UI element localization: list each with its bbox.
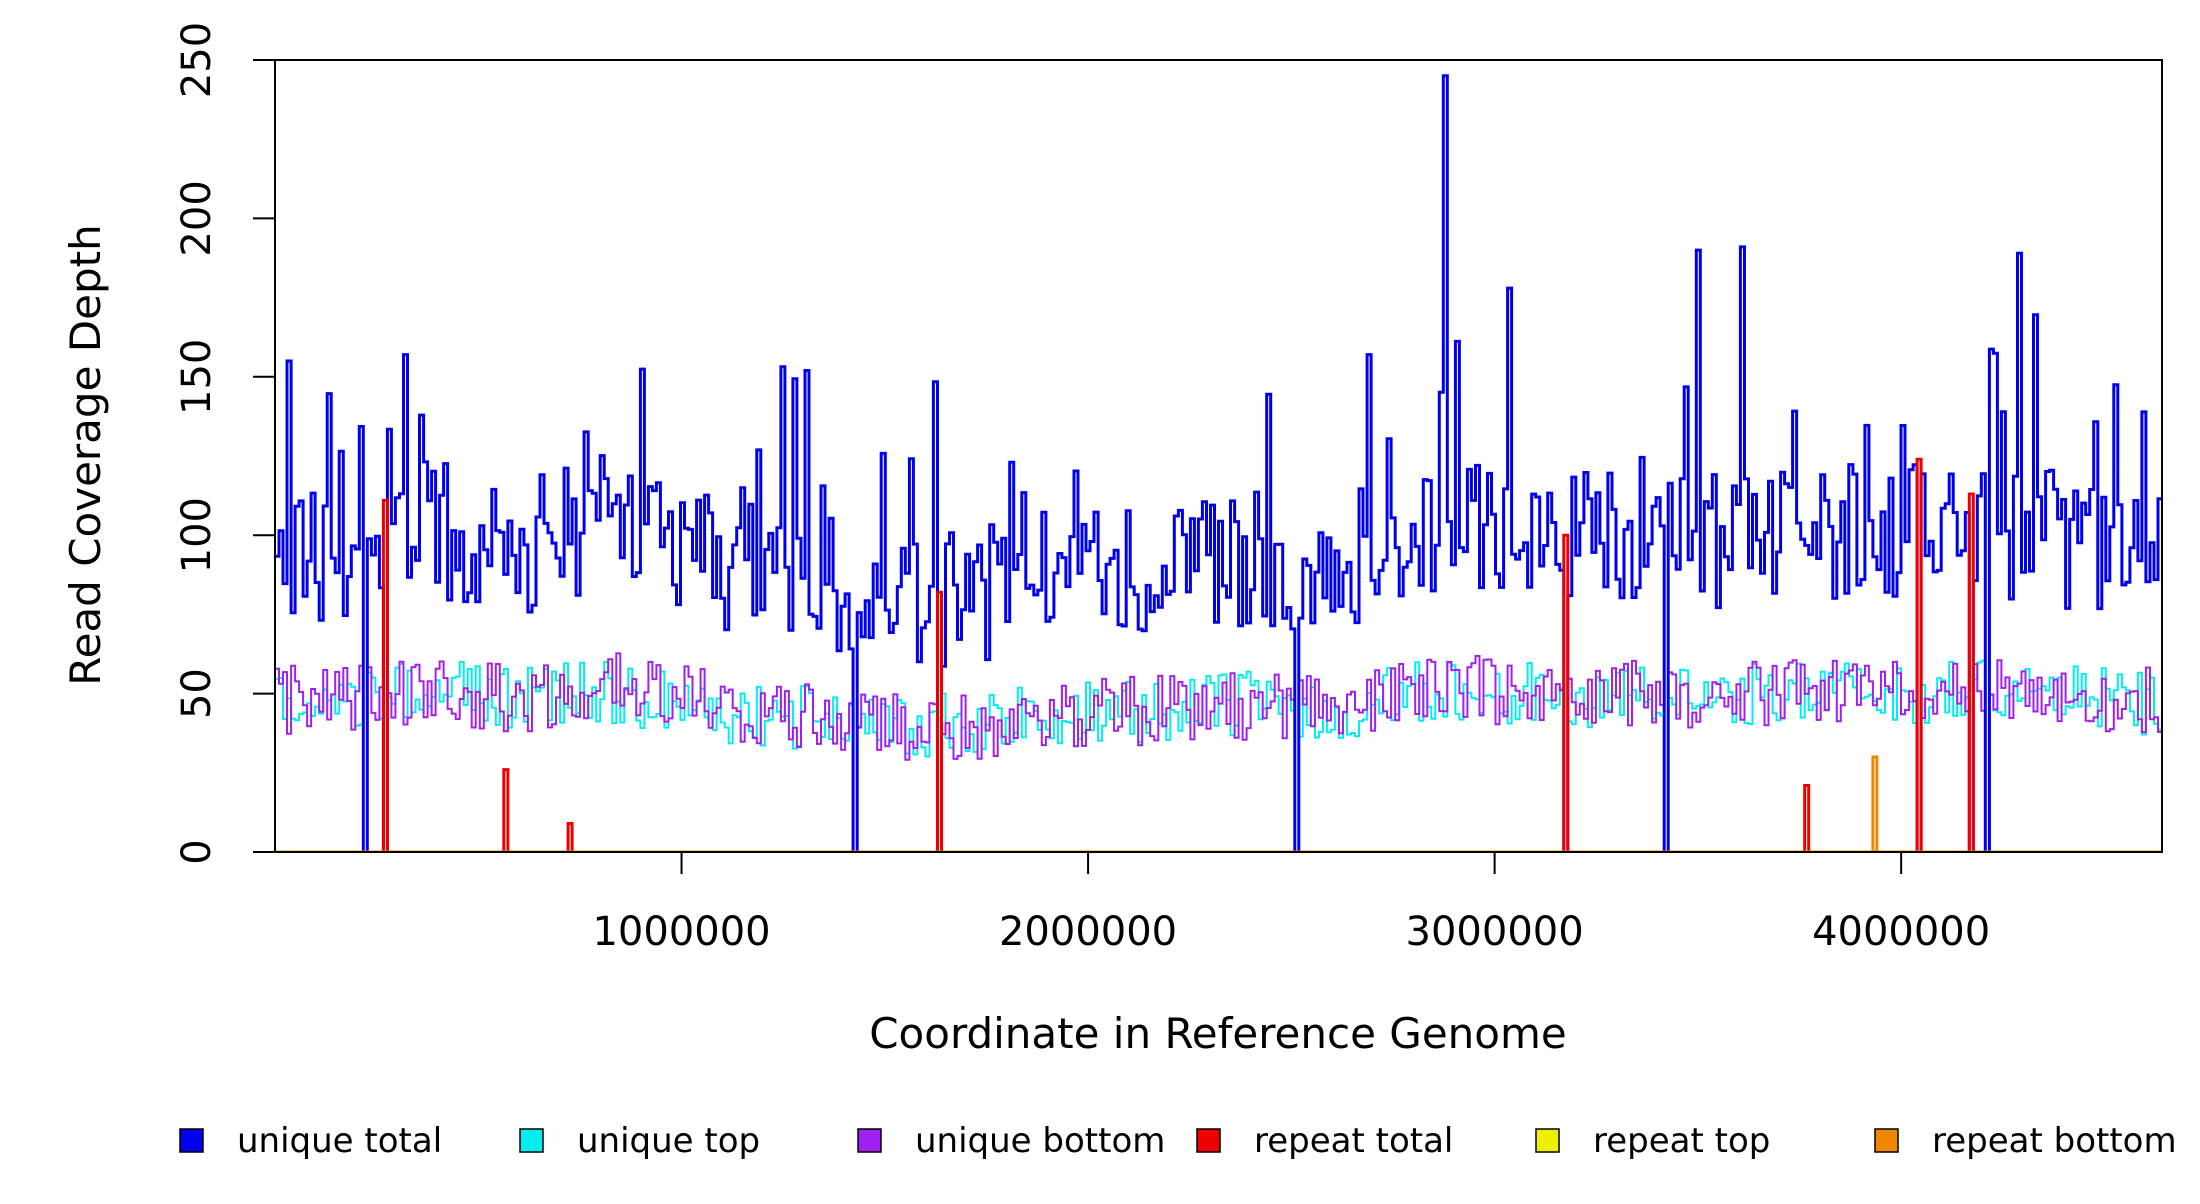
series-line-unique-top xyxy=(275,659,2162,852)
series-line-unique-total xyxy=(275,74,2162,852)
legend-item-unique-top: unique top xyxy=(519,1121,760,1161)
y-tick-label: 50 xyxy=(174,668,220,719)
y-tick-label: 200 xyxy=(174,180,220,256)
x-tick-label: 3000000 xyxy=(1406,909,1584,955)
series-line-repeat-total xyxy=(275,457,2162,852)
y-tick-label: 0 xyxy=(174,839,220,864)
legend-label: unique total xyxy=(237,1121,442,1161)
legend-label: unique bottom xyxy=(915,1121,1165,1161)
y-tick-label: 250 xyxy=(174,22,220,98)
legend-swatch xyxy=(857,1128,882,1153)
legend-swatch xyxy=(1535,1128,1560,1153)
y-tick-label: 100 xyxy=(174,497,220,573)
legend-label: unique top xyxy=(577,1121,760,1161)
x-axis-label: Coordinate in Reference Genome xyxy=(869,1009,1567,1058)
legend-item-repeat-total: repeat total xyxy=(1196,1121,1453,1161)
x-tick-label: 4000000 xyxy=(1812,909,1990,955)
y-axis-label: Read Coverage Depth xyxy=(61,224,110,685)
legend-item-unique-total: unique total xyxy=(179,1121,442,1161)
plot-area xyxy=(275,74,2162,852)
series-line-unique-bottom xyxy=(275,652,2162,852)
legend-swatch xyxy=(1874,1128,1899,1153)
x-tick-label: 2000000 xyxy=(999,909,1177,955)
legend-label: repeat total xyxy=(1254,1121,1453,1161)
legend-item-unique-bottom: unique bottom xyxy=(857,1121,1165,1161)
legend-label: repeat bottom xyxy=(1932,1121,2177,1161)
x-tick-label: 1000000 xyxy=(592,909,770,955)
y-axis: 0 50 100 150 200 250 xyxy=(174,22,275,865)
legend-item-repeat-top: repeat top xyxy=(1535,1121,1770,1161)
y-tick-label: 150 xyxy=(174,339,220,415)
series-line-repeat-bottom xyxy=(275,755,2162,852)
legend-swatch xyxy=(519,1128,544,1153)
x-axis: 1000000 2000000 3000000 4000000 xyxy=(592,852,1990,955)
plot-frame xyxy=(274,59,2163,853)
legend-item-repeat-bottom: repeat bottom xyxy=(1874,1121,2177,1161)
legend-swatch xyxy=(179,1128,204,1153)
legend: unique total unique top unique bottom repea… xyxy=(179,1121,2177,1161)
legend-label: repeat top xyxy=(1593,1121,1770,1161)
legend-swatch xyxy=(1196,1128,1221,1153)
